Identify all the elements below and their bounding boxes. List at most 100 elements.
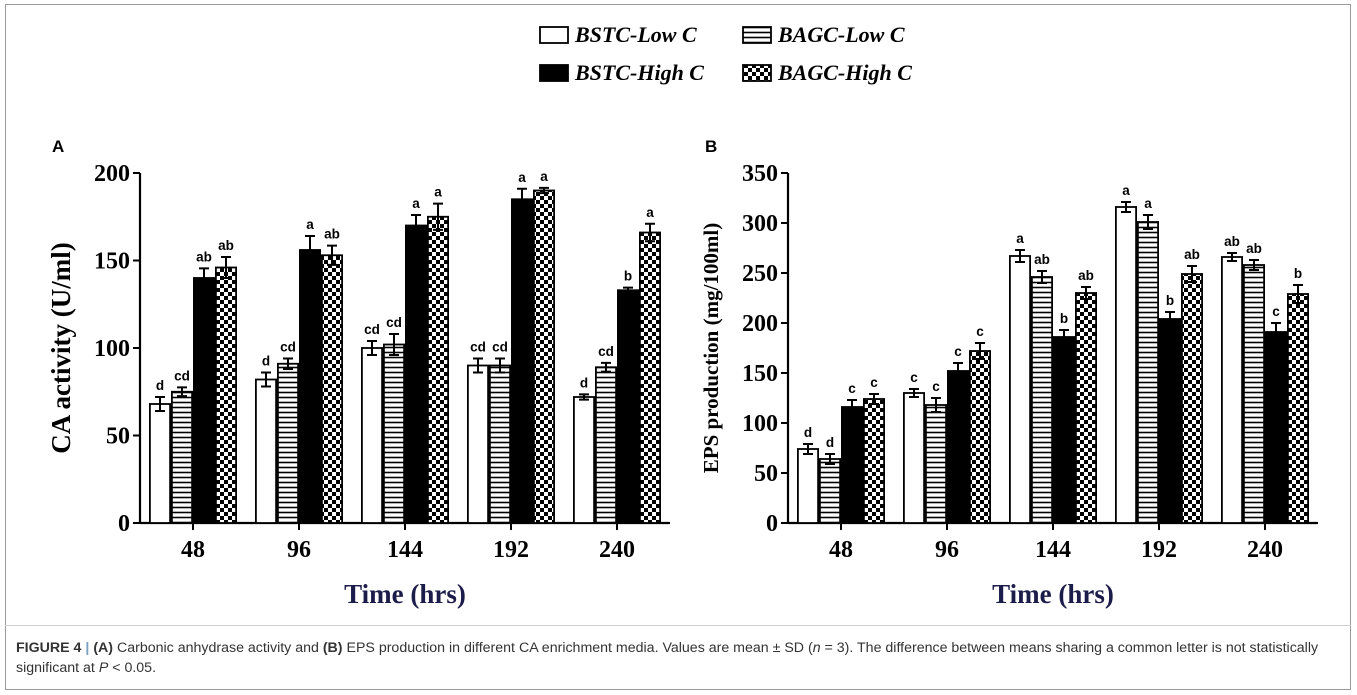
- bar: [1031, 276, 1054, 524]
- x-tick-label: 144: [1035, 537, 1071, 563]
- x-axis-title: Time (hrs): [344, 579, 466, 609]
- y-tick-label: 150: [742, 361, 778, 387]
- y-tick-label: 200: [94, 161, 130, 187]
- legend-swatch-empty: [539, 26, 569, 44]
- legend-label: BSTC-Low C: [574, 22, 697, 47]
- significance-letter: ab: [218, 238, 234, 253]
- x-tick-label: 192: [1141, 537, 1177, 563]
- panel-a-chart: A 0 50 100 150 200 CA activity (U/ml) Time (hrs…: [46, 137, 670, 609]
- significance-letter: ab: [1078, 268, 1094, 283]
- caption-figure-label: FIGURE 4: [16, 640, 82, 656]
- bar: [404, 224, 427, 524]
- x-tick-label: 144: [387, 537, 423, 563]
- figure-svg: BSTC-Low C BAGC-Low C BSTC-High C BAGC-High…: [46, 22, 1318, 609]
- significance-letter: cd: [386, 315, 402, 330]
- significance-letter: b: [1060, 311, 1068, 326]
- significance-letter: a: [434, 185, 442, 200]
- panel-b-chart: B 0 50 100 150 200 250 300 350 EPS production (mg…: [699, 137, 1318, 609]
- figure-caption: FIGURE 4 | (A) Carbonic anhydrase activi…: [16, 638, 1336, 678]
- y-tick-label: 350: [742, 161, 778, 187]
- significance-letter: a: [646, 205, 654, 220]
- x-tick-label: 240: [1247, 537, 1283, 563]
- y-tick-label: 50: [754, 461, 778, 487]
- bar: [382, 343, 405, 524]
- bar: [214, 266, 237, 524]
- bar: [533, 189, 556, 524]
- significance-letter: d: [156, 378, 164, 393]
- bar: [510, 198, 533, 524]
- bar: [1009, 255, 1032, 524]
- significance-letter: ab: [1034, 252, 1050, 267]
- bar: [1137, 221, 1160, 524]
- bar: [1075, 292, 1098, 524]
- bar: [1287, 293, 1310, 524]
- bar: [1181, 273, 1204, 524]
- x-axis-title: Time (hrs): [992, 579, 1114, 609]
- significance-letter: a: [1016, 231, 1024, 246]
- bar: [192, 277, 215, 524]
- figure-frame: [5, 4, 1351, 690]
- significance-letter: cd: [364, 322, 380, 337]
- bar: [426, 215, 449, 524]
- x-tick-label: 240: [599, 537, 635, 563]
- bar: [947, 370, 970, 524]
- significance-letter: a: [1122, 183, 1130, 198]
- significance-letter: ab: [1184, 247, 1200, 262]
- bar: [148, 403, 171, 524]
- significance-letter: c: [870, 375, 878, 390]
- significance-letter: c: [932, 379, 940, 394]
- y-axis-title: EPS production (mg/100ml): [699, 223, 723, 473]
- caption-text-4: < 0.05.: [108, 660, 157, 676]
- bar: [1221, 256, 1244, 524]
- bar: [170, 390, 193, 524]
- significance-letter: c: [976, 324, 984, 339]
- y-tick-label: 300: [742, 211, 778, 237]
- y-tick-label: 100: [742, 411, 778, 437]
- bar: [488, 364, 511, 524]
- bar: [1265, 331, 1288, 524]
- panel-label: B: [705, 137, 717, 156]
- legend-label: BSTC-High C: [574, 60, 704, 85]
- bar: [320, 254, 343, 524]
- significance-letter: ab: [324, 227, 340, 242]
- significance-letter: a: [412, 196, 420, 211]
- legend-swatch-hlines: [742, 26, 772, 44]
- bar: [573, 396, 596, 524]
- caption-panel-b-label: (B): [322, 640, 343, 656]
- bar: [1053, 336, 1076, 524]
- bar: [969, 350, 992, 524]
- significance-letter: a: [540, 169, 548, 184]
- y-tick-label: 100: [94, 336, 130, 362]
- legend-swatch-solid: [539, 64, 569, 82]
- bar: [298, 249, 321, 524]
- bar: [797, 448, 820, 524]
- x-tick-label: 96: [935, 537, 959, 563]
- bar: [639, 231, 662, 524]
- bar: [1159, 318, 1182, 524]
- significance-letter: c: [954, 344, 962, 359]
- significance-letter: c: [848, 381, 856, 396]
- significance-letter: ab: [1246, 241, 1262, 256]
- y-tick-label: 0: [766, 511, 778, 537]
- caption-panel-a-label: (A): [93, 640, 114, 656]
- bar: [841, 406, 864, 524]
- legend-label: BAGC-High C: [777, 60, 912, 85]
- x-tick-label: 192: [493, 537, 529, 563]
- significance-letter: a: [306, 217, 314, 232]
- bar: [254, 378, 277, 524]
- y-tick-label: 50: [106, 424, 130, 450]
- x-tick-label: 48: [829, 537, 853, 563]
- significance-letter: cd: [492, 340, 508, 355]
- significance-letter: b: [1294, 266, 1302, 281]
- bar: [595, 366, 618, 524]
- significance-letter: d: [262, 354, 270, 369]
- significance-letter: a: [518, 170, 526, 185]
- significance-letter: cd: [280, 340, 296, 355]
- bar: [903, 392, 926, 524]
- caption-p-var: P: [98, 660, 109, 676]
- bar: [925, 404, 948, 524]
- y-tick-label: 250: [742, 261, 778, 287]
- bar: [466, 364, 489, 524]
- bar: [360, 347, 383, 524]
- significance-letter: ab: [196, 249, 212, 264]
